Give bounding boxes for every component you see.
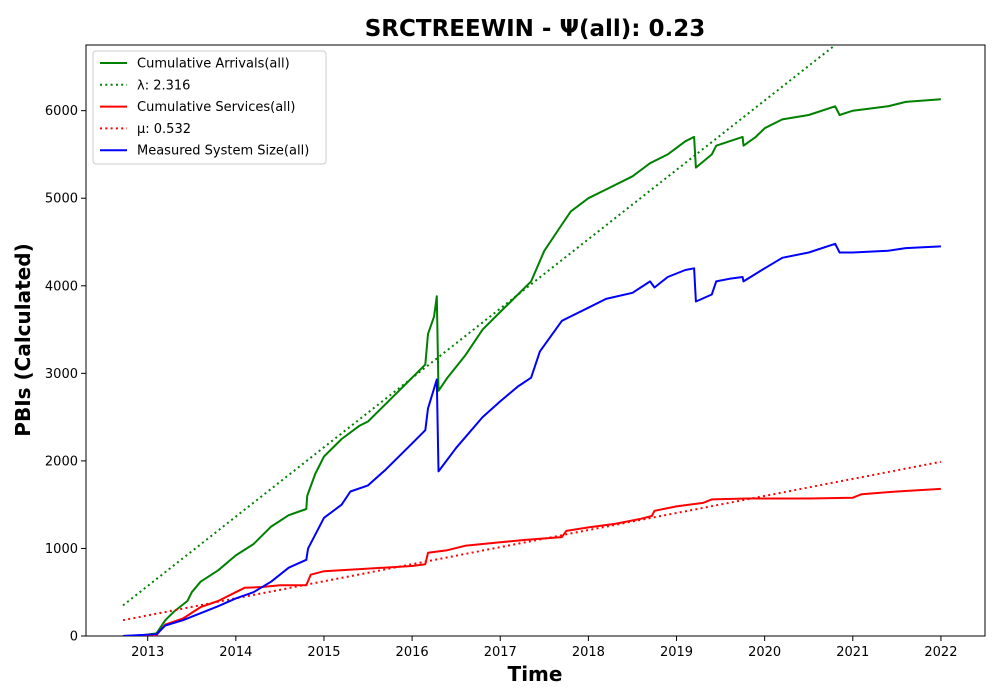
x-tick-label: 2021 (836, 645, 869, 660)
chart-title: SRCTREEWIN - Ψ(all): 0.23 (365, 16, 706, 42)
y-tick-label: 1000 (45, 542, 78, 557)
x-tick-label: 2017 (484, 645, 517, 660)
series-line-3 (122, 460, 942, 622)
series-line-2 (122, 487, 941, 636)
x-tick-label: 2018 (572, 645, 605, 660)
legend-label-2: Cumulative Services(all) (137, 100, 295, 115)
x-tick-label: 2022 (924, 645, 957, 660)
legend-label-3: μ: 0.532 (137, 122, 191, 137)
x-axis: 2013 2014 2015 2016 2017 2018 2019 2020 2021 2022 (131, 636, 957, 660)
x-axis-label: Time (508, 662, 563, 686)
legend-label-0: Cumulative Arrivals(all) (137, 57, 290, 72)
y-tick-label: 2000 (45, 454, 78, 469)
series-layer (122, 45, 942, 636)
x-tick-label: 2019 (660, 645, 693, 660)
x-tick-label: 2013 (131, 645, 164, 660)
y-tick-label: 3000 (45, 367, 78, 382)
series-line-4 (122, 242, 941, 636)
legend-label-4: Measured System Size(all) (137, 144, 309, 159)
legend-label-1: λ: 2.316 (137, 78, 190, 93)
y-tick-label: 4000 (45, 279, 78, 294)
y-axis: 0 1000 2000 3000 4000 5000 6000 (45, 104, 86, 645)
series-line-0 (122, 98, 941, 636)
y-tick-label: 0 (70, 630, 78, 645)
x-tick-label: 2016 (396, 645, 429, 660)
x-tick-label: 2014 (219, 645, 252, 660)
y-tick-label: 5000 (45, 192, 78, 207)
x-tick-label: 2015 (307, 645, 340, 660)
legend-frame (92, 50, 327, 165)
legend: Cumulative Arrivals(all) λ: 2.316 Cumulati… (92, 50, 327, 165)
y-axis-label: PBIs (Calculated) (11, 243, 35, 436)
y-tick-label: 6000 (45, 104, 78, 119)
x-tick-label: 2020 (748, 645, 781, 660)
